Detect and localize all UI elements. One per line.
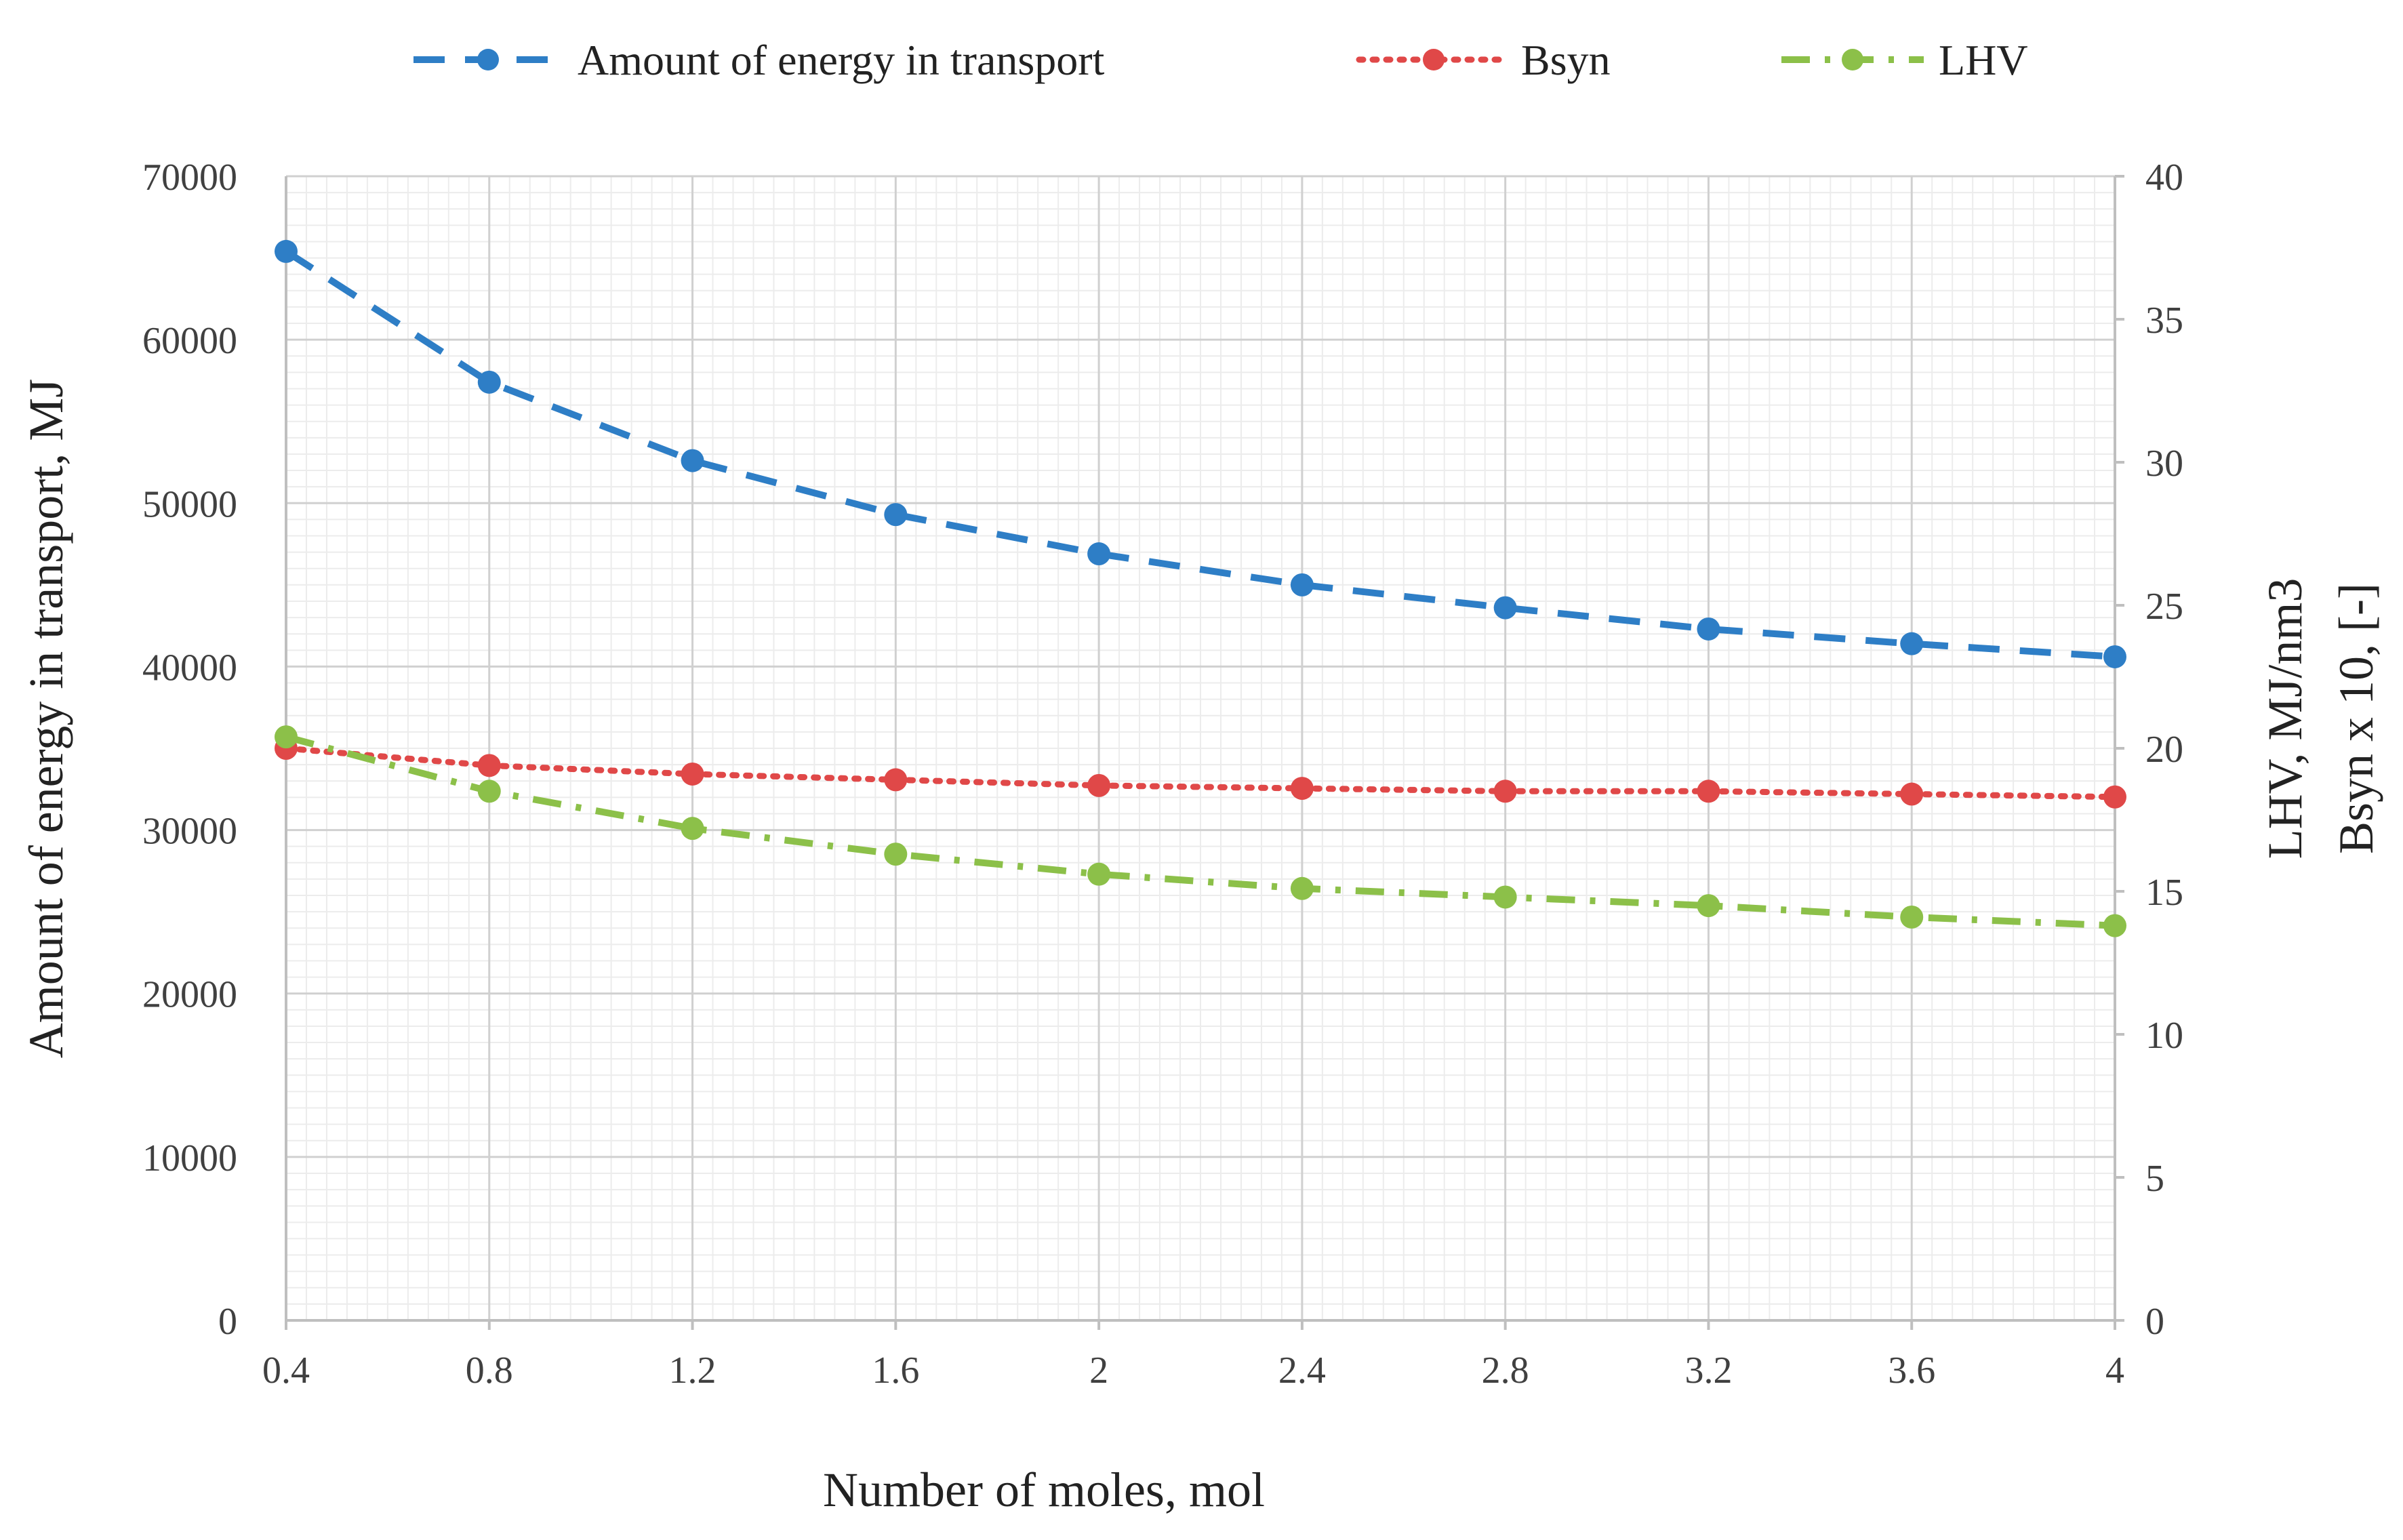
data-point-amount-of-energy-in-transport (681, 449, 704, 472)
y-right-tick-label: 5 (2145, 1158, 2164, 1200)
data-point-amount-of-energy-in-transport (884, 503, 908, 527)
major-grid (285, 175, 2116, 1322)
tick-labels: 0.4 0.8 1.2 1.6 2 2.4 2.8 3.2 3.6 401000020000300… (142, 157, 2183, 1392)
y-left-tick-label: 30000 (142, 811, 237, 853)
series-layer (275, 239, 2126, 937)
data-point-amount-of-energy-in-transport (1697, 617, 1720, 641)
data-point-bsyn (1900, 782, 1924, 806)
y-right-tick-label: 15 (2145, 872, 2183, 914)
y-left-tick-label: 20000 (142, 974, 237, 1016)
y-axis-left-title: Amount of energy in transport, MJ (19, 379, 73, 1059)
x-tick-label: 1.6 (872, 1350, 919, 1392)
y-right-tick-label: 20 (2145, 729, 2183, 771)
y-left-tick-label: 0 (218, 1301, 237, 1343)
data-point-lhv (477, 779, 501, 803)
data-point-lhv (1493, 885, 1517, 909)
data-point-amount-of-energy-in-transport (1290, 573, 1314, 596)
y-right-tick-label: 35 (2145, 300, 2183, 342)
y-left-tick-label: 70000 (142, 157, 237, 199)
data-point-lhv (1697, 894, 1720, 918)
legend-label-amount-of-energy-in-transport: Amount of energy in transport (578, 36, 1105, 84)
x-tick-label: 2.4 (1278, 1350, 1326, 1392)
legend-marker-amount-of-energy-in-transport (477, 49, 499, 70)
data-point-amount-of-energy-in-transport (477, 370, 501, 394)
data-point-bsyn (1290, 777, 1314, 801)
y-left-tick-label: 60000 (142, 320, 237, 362)
y-right-tick-label: 40 (2145, 157, 2183, 199)
y-right-tick-label: 10 (2145, 1015, 2183, 1057)
y-left-tick-label: 50000 (142, 483, 237, 525)
data-point-lhv (1900, 905, 1924, 929)
x-tick-label: 2 (1089, 1350, 1108, 1392)
data-point-lhv (2103, 914, 2126, 937)
y-right-tick-label: 25 (2145, 586, 2183, 628)
x-tick-label: 1.2 (669, 1350, 716, 1392)
x-tick-label: 2.8 (1482, 1350, 1529, 1392)
legend-marker-bsyn (1423, 49, 1445, 70)
legend-label-bsyn: Bsyn (1521, 36, 1611, 84)
data-point-amount-of-energy-in-transport (1900, 632, 1924, 655)
x-tick-label: 0.4 (262, 1350, 310, 1392)
x-tick-label: 3.2 (1684, 1350, 1732, 1392)
y-axis-right-title-bsyn: Bsyn x 10, [-] (2329, 583, 2383, 854)
data-point-bsyn (1087, 773, 1111, 797)
x-tick-label: 4 (2105, 1350, 2124, 1392)
y-left-tick-label: 40000 (142, 647, 237, 689)
data-point-lhv (681, 817, 704, 840)
series-line-lhv (285, 733, 2116, 929)
data-point-bsyn (1697, 779, 1720, 803)
series-line-amount-of-energy-in-transport (284, 248, 2116, 660)
minor-grid (285, 176, 2116, 1321)
data-point-lhv (275, 725, 298, 749)
y-axis-right-title-lhv: LHV, MJ/nm3 (2258, 578, 2312, 859)
data-point-bsyn (1493, 779, 1517, 803)
x-tick-label: 3.6 (1888, 1350, 1935, 1392)
y-left-tick-label: 10000 (142, 1137, 237, 1179)
series-line-bsyn (283, 745, 2118, 801)
data-point-lhv (1087, 862, 1111, 886)
data-point-bsyn (681, 762, 704, 786)
data-point-amount-of-energy-in-transport (1493, 596, 1517, 620)
x-axis-title: Number of moles, mol (823, 1463, 1265, 1517)
data-point-lhv (1290, 876, 1314, 900)
legend: Amount of energy in transport Bsyn LHV (413, 36, 2028, 84)
data-point-bsyn (884, 768, 908, 792)
data-point-amount-of-energy-in-transport (1087, 542, 1111, 566)
data-point-bsyn (2103, 785, 2126, 809)
legend-label-lhv: LHV (1939, 36, 2028, 84)
y-right-tick-label: 0 (2145, 1301, 2164, 1343)
legend-marker-lhv (1842, 49, 1863, 70)
data-point-lhv (884, 843, 908, 866)
x-tick-label: 0.8 (466, 1350, 513, 1392)
data-point-amount-of-energy-in-transport (2103, 645, 2126, 668)
y-right-tick-label: 30 (2145, 443, 2183, 485)
data-point-amount-of-energy-in-transport (275, 239, 298, 263)
data-point-bsyn (477, 754, 501, 777)
